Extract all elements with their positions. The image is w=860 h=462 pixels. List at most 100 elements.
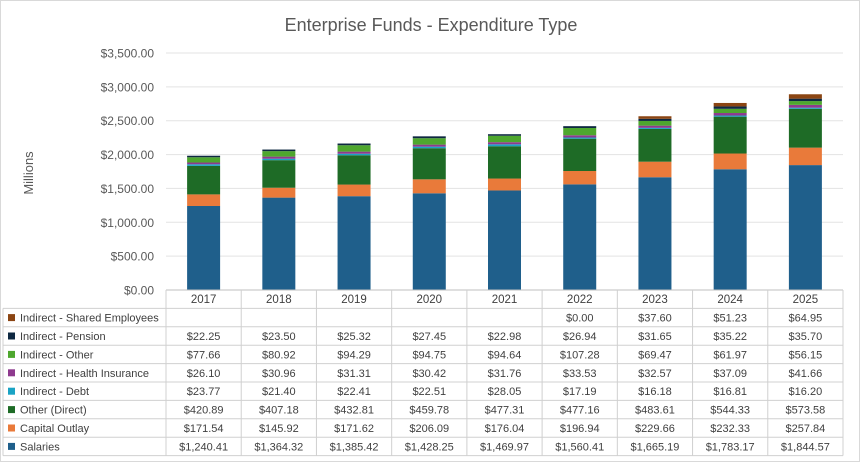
y-tick-label: $1,500.00 <box>101 182 155 196</box>
data-label: $16.18 <box>638 386 672 398</box>
x-tick-label: 2022 <box>567 294 593 306</box>
bar-segment <box>788 98 822 102</box>
legend-label: Capital Outlay <box>20 423 90 435</box>
data-label: $573.58 <box>786 405 826 417</box>
bar-segment <box>488 144 521 147</box>
data-label: $196.94 <box>560 423 600 435</box>
bar-segment <box>788 101 822 105</box>
bar-segment <box>563 137 597 139</box>
bar-segment <box>412 193 446 290</box>
bar-segment <box>713 102 747 107</box>
data-label: $94.29 <box>337 349 371 361</box>
y-tick-label: $500.00 <box>111 250 155 264</box>
bar-segment <box>638 120 672 126</box>
data-label: $171.54 <box>184 423 224 435</box>
x-tick-label: 2024 <box>717 294 743 306</box>
data-label: $1,428.25 <box>405 441 454 453</box>
data-label: $0.00 <box>566 313 594 325</box>
legend-label: Other (Direct) <box>20 405 87 417</box>
data-label: $459.78 <box>409 405 449 417</box>
bar-segment <box>412 136 446 139</box>
bar-segment <box>713 153 747 170</box>
data-label: $1,560.41 <box>555 441 604 453</box>
bar-segment <box>788 107 822 109</box>
bar-segment <box>488 135 521 143</box>
bar-segment <box>638 125 672 128</box>
bar-segment <box>713 116 747 154</box>
data-label: $544.33 <box>710 405 750 417</box>
bar-segment <box>412 148 446 180</box>
data-label: $30.42 <box>412 368 446 380</box>
data-label: $23.77 <box>187 386 221 398</box>
data-label: $1,385.42 <box>330 441 379 453</box>
bar-segment <box>262 197 296 290</box>
data-label: $41.66 <box>789 368 823 380</box>
data-label: $171.62 <box>334 423 374 435</box>
data-label: $80.92 <box>262 349 296 361</box>
bar-stacks <box>166 94 843 291</box>
data-label: $1,469.97 <box>480 441 529 453</box>
data-label: $23.50 <box>262 331 296 343</box>
data-label: $28.05 <box>488 386 522 398</box>
bar-segment <box>187 155 221 158</box>
x-tick-label: 2025 <box>793 294 819 306</box>
data-label: $31.31 <box>337 368 371 380</box>
bar-segment <box>638 116 672 119</box>
data-label: $145.92 <box>259 423 299 435</box>
legend-key <box>8 424 15 432</box>
x-tick-label: 2021 <box>492 294 518 306</box>
data-label: $21.40 <box>262 386 296 398</box>
data-label: $22.41 <box>337 386 371 398</box>
data-label: $25.32 <box>337 331 371 343</box>
y-tick-label: $2,000.00 <box>101 148 155 162</box>
bar-segment <box>638 118 672 121</box>
data-label: $31.65 <box>638 331 672 343</box>
bar-segment <box>563 171 597 185</box>
bar-segment <box>638 161 672 178</box>
bar-segment <box>187 206 221 290</box>
bar-segment <box>187 165 221 195</box>
bar-segment <box>713 108 747 114</box>
y-axis-ticks: $0.00 $500.00 $1,000.00 $1,500.00 $2,000.00 $… <box>101 47 155 298</box>
data-label: $26.10 <box>187 368 221 380</box>
bar-segment <box>262 158 296 161</box>
data-label: $1,665.19 <box>630 441 679 453</box>
legend-key <box>8 369 15 377</box>
data-label: $477.31 <box>485 405 525 417</box>
bar-segment <box>337 145 371 152</box>
legend-label: Salaries <box>20 441 60 453</box>
bar-segment <box>337 184 371 197</box>
data-label: $432.81 <box>334 405 374 417</box>
bar-segment <box>187 157 221 163</box>
y-axis-label: Millions <box>21 151 36 195</box>
data-label: $35.22 <box>713 331 747 343</box>
bar-segment <box>563 126 597 128</box>
data-label: $64.95 <box>789 313 823 325</box>
data-label: $56.15 <box>789 349 823 361</box>
data-label: $33.53 <box>563 368 597 380</box>
bar-segment <box>412 138 446 145</box>
bar-segment <box>187 194 221 207</box>
data-label: $69.47 <box>638 349 672 361</box>
bar-segment <box>488 190 521 290</box>
bar-segment <box>337 196 371 290</box>
data-label: $16.20 <box>789 386 823 398</box>
data-label: $30.96 <box>262 368 296 380</box>
legend-key <box>8 406 15 414</box>
bar-segment <box>412 179 446 194</box>
bar-segment <box>788 108 822 148</box>
bar-segment <box>713 106 747 109</box>
y-tick-label: $1,000.00 <box>101 216 155 230</box>
bar-segment <box>337 143 371 146</box>
bar-segment <box>563 138 597 172</box>
bar-segment <box>262 149 296 152</box>
bar-segment <box>262 187 296 198</box>
y-tick-label: $3,000.00 <box>101 80 155 94</box>
data-label: $1,844.57 <box>781 441 830 453</box>
data-label: $27.45 <box>412 331 446 343</box>
bar-segment <box>563 135 597 138</box>
data-label: $257.84 <box>786 423 826 435</box>
bar-segment <box>638 177 672 290</box>
